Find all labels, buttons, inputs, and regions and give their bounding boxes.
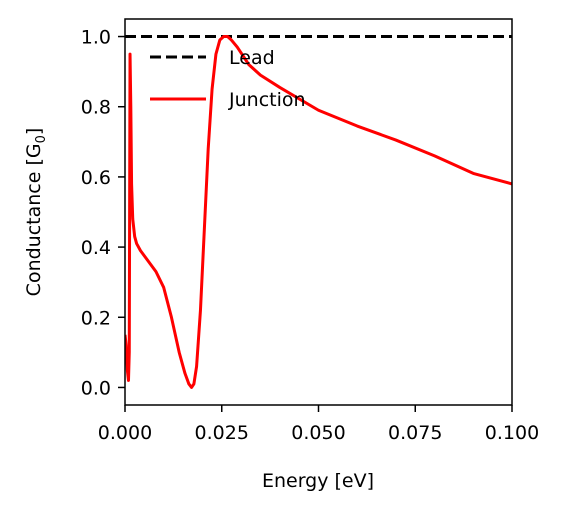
plot-background — [125, 19, 512, 405]
y-tick-label: 0.4 — [81, 237, 111, 259]
legend-label-junction: Junction — [228, 89, 306, 111]
y-axis: 0.0 0.2 0.4 0.6 0.8 1.0 — [81, 27, 125, 399]
y-tick-label: 0.8 — [81, 97, 111, 119]
y-axis-label: Conductance [G0] — [23, 128, 49, 297]
series-line-junction — [125, 35, 512, 389]
y-tick-label: 0.0 — [81, 377, 111, 399]
y-tick-label: 1.0 — [81, 27, 111, 49]
series-layer — [125, 35, 512, 389]
x-tick-label: 0.050 — [291, 422, 345, 444]
x-axis: 0.000 0.025 0.050 0.075 0.100 — [98, 405, 539, 444]
x-axis-label: Energy [eV] — [262, 470, 374, 492]
legend-label-lead: Lead — [229, 47, 275, 69]
x-tick-label: 0.000 — [98, 422, 152, 444]
legend: Lead Junction — [150, 47, 306, 111]
x-tick-label: 0.100 — [485, 422, 539, 444]
x-tick-label: 0.075 — [388, 422, 442, 444]
x-tick-label: 0.025 — [195, 422, 249, 444]
y-tick-label: 0.6 — [81, 167, 111, 189]
y-tick-label: 0.2 — [81, 307, 111, 329]
